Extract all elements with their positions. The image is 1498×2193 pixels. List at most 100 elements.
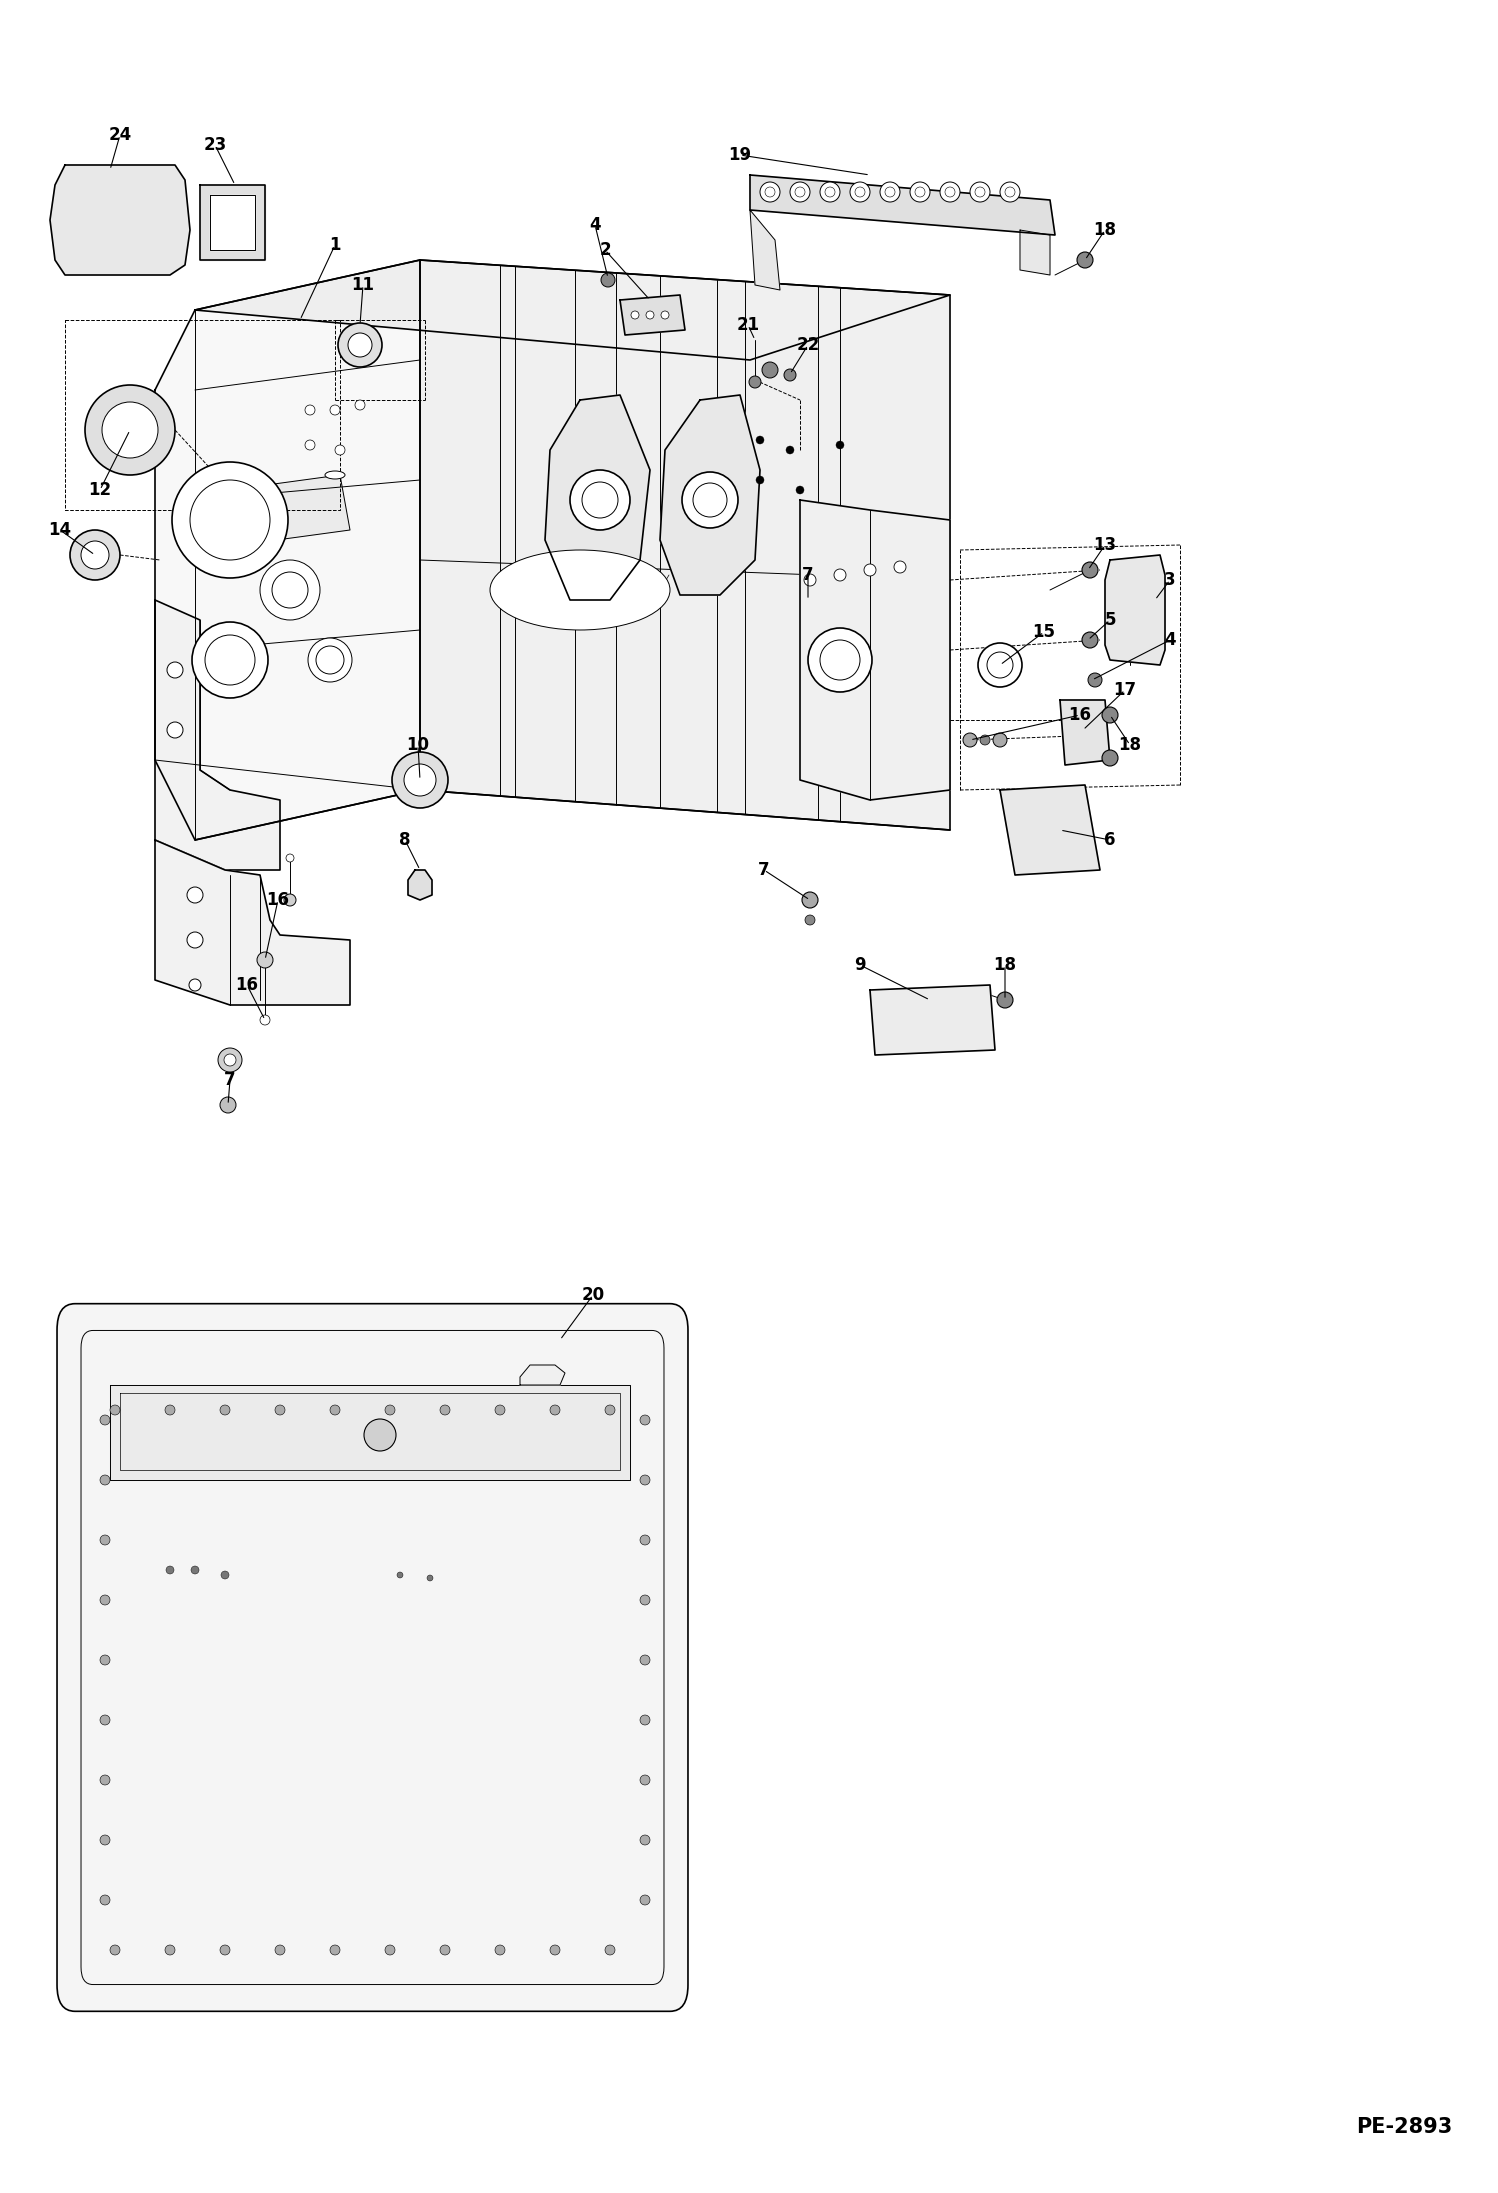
Ellipse shape	[1088, 673, 1103, 686]
Text: 16: 16	[1068, 706, 1092, 724]
Polygon shape	[620, 296, 685, 336]
Text: 18: 18	[1119, 737, 1141, 754]
Text: 24: 24	[108, 125, 132, 145]
Ellipse shape	[807, 627, 872, 693]
Ellipse shape	[192, 623, 268, 697]
Polygon shape	[49, 164, 190, 274]
Text: 19: 19	[728, 147, 752, 164]
Ellipse shape	[166, 721, 183, 739]
Ellipse shape	[998, 991, 1013, 1009]
Ellipse shape	[100, 1715, 109, 1726]
Ellipse shape	[100, 1594, 109, 1605]
Text: 21: 21	[737, 316, 759, 333]
Ellipse shape	[494, 1406, 505, 1414]
Ellipse shape	[285, 895, 297, 906]
Text: 8: 8	[400, 831, 410, 849]
Ellipse shape	[783, 368, 795, 382]
Ellipse shape	[427, 1575, 433, 1581]
Ellipse shape	[192, 1566, 199, 1575]
Polygon shape	[210, 195, 255, 250]
Polygon shape	[154, 601, 280, 871]
Ellipse shape	[100, 1836, 109, 1844]
Ellipse shape	[980, 735, 990, 746]
Text: 4: 4	[1164, 632, 1176, 649]
Ellipse shape	[849, 182, 870, 202]
Ellipse shape	[646, 311, 655, 318]
Ellipse shape	[789, 182, 810, 202]
Ellipse shape	[640, 1774, 650, 1785]
Ellipse shape	[440, 1406, 449, 1414]
Ellipse shape	[759, 182, 780, 202]
Text: 4: 4	[589, 215, 601, 235]
Ellipse shape	[571, 469, 631, 531]
Ellipse shape	[166, 1566, 174, 1575]
Ellipse shape	[100, 1476, 109, 1485]
Polygon shape	[109, 1386, 631, 1480]
Text: 10: 10	[406, 737, 430, 754]
Ellipse shape	[392, 752, 448, 807]
Ellipse shape	[306, 406, 315, 414]
Ellipse shape	[330, 406, 340, 414]
Ellipse shape	[309, 638, 352, 682]
Ellipse shape	[795, 487, 804, 493]
Ellipse shape	[102, 401, 157, 458]
Polygon shape	[154, 840, 351, 1004]
Ellipse shape	[640, 1414, 650, 1425]
Text: PE-2893: PE-2893	[1356, 2116, 1452, 2138]
Text: 7: 7	[225, 1070, 235, 1090]
Ellipse shape	[978, 643, 1022, 686]
Polygon shape	[545, 395, 650, 601]
Ellipse shape	[993, 732, 1007, 748]
Text: 23: 23	[204, 136, 226, 154]
Ellipse shape	[631, 311, 640, 318]
Ellipse shape	[100, 1895, 109, 1906]
FancyBboxPatch shape	[57, 1303, 688, 2011]
Ellipse shape	[801, 893, 818, 908]
Ellipse shape	[550, 1406, 560, 1414]
Ellipse shape	[804, 575, 816, 586]
Ellipse shape	[165, 1406, 175, 1414]
Ellipse shape	[355, 399, 366, 410]
Ellipse shape	[640, 1594, 650, 1605]
Text: 5: 5	[1104, 612, 1116, 629]
Ellipse shape	[1001, 182, 1020, 202]
Ellipse shape	[222, 1570, 229, 1579]
Ellipse shape	[404, 763, 436, 796]
Ellipse shape	[70, 531, 120, 579]
Ellipse shape	[756, 476, 764, 485]
Ellipse shape	[605, 1945, 616, 1954]
Text: 3: 3	[1164, 570, 1176, 590]
Ellipse shape	[85, 386, 175, 476]
Ellipse shape	[550, 1945, 560, 1954]
Ellipse shape	[762, 362, 777, 377]
Ellipse shape	[109, 1945, 120, 1954]
Text: 15: 15	[1032, 623, 1056, 640]
Ellipse shape	[109, 1406, 120, 1414]
Ellipse shape	[894, 561, 906, 572]
Text: 6: 6	[1104, 831, 1116, 849]
Ellipse shape	[261, 559, 321, 621]
Ellipse shape	[640, 1476, 650, 1485]
Ellipse shape	[971, 182, 990, 202]
Ellipse shape	[640, 1836, 650, 1844]
Ellipse shape	[879, 182, 900, 202]
Ellipse shape	[100, 1414, 109, 1425]
Ellipse shape	[325, 471, 345, 478]
Polygon shape	[419, 261, 950, 829]
Ellipse shape	[864, 564, 876, 577]
Text: 7: 7	[758, 862, 770, 879]
Ellipse shape	[276, 1406, 285, 1414]
Ellipse shape	[306, 441, 315, 450]
Polygon shape	[1106, 555, 1165, 664]
Ellipse shape	[220, 1096, 237, 1114]
Text: 18: 18	[993, 956, 1017, 974]
Ellipse shape	[189, 978, 201, 991]
Text: 1: 1	[330, 237, 340, 254]
Text: 12: 12	[88, 480, 111, 500]
Ellipse shape	[100, 1774, 109, 1785]
Ellipse shape	[100, 1656, 109, 1664]
Polygon shape	[231, 476, 351, 546]
Ellipse shape	[364, 1419, 395, 1452]
Ellipse shape	[286, 853, 294, 862]
Polygon shape	[800, 500, 950, 800]
